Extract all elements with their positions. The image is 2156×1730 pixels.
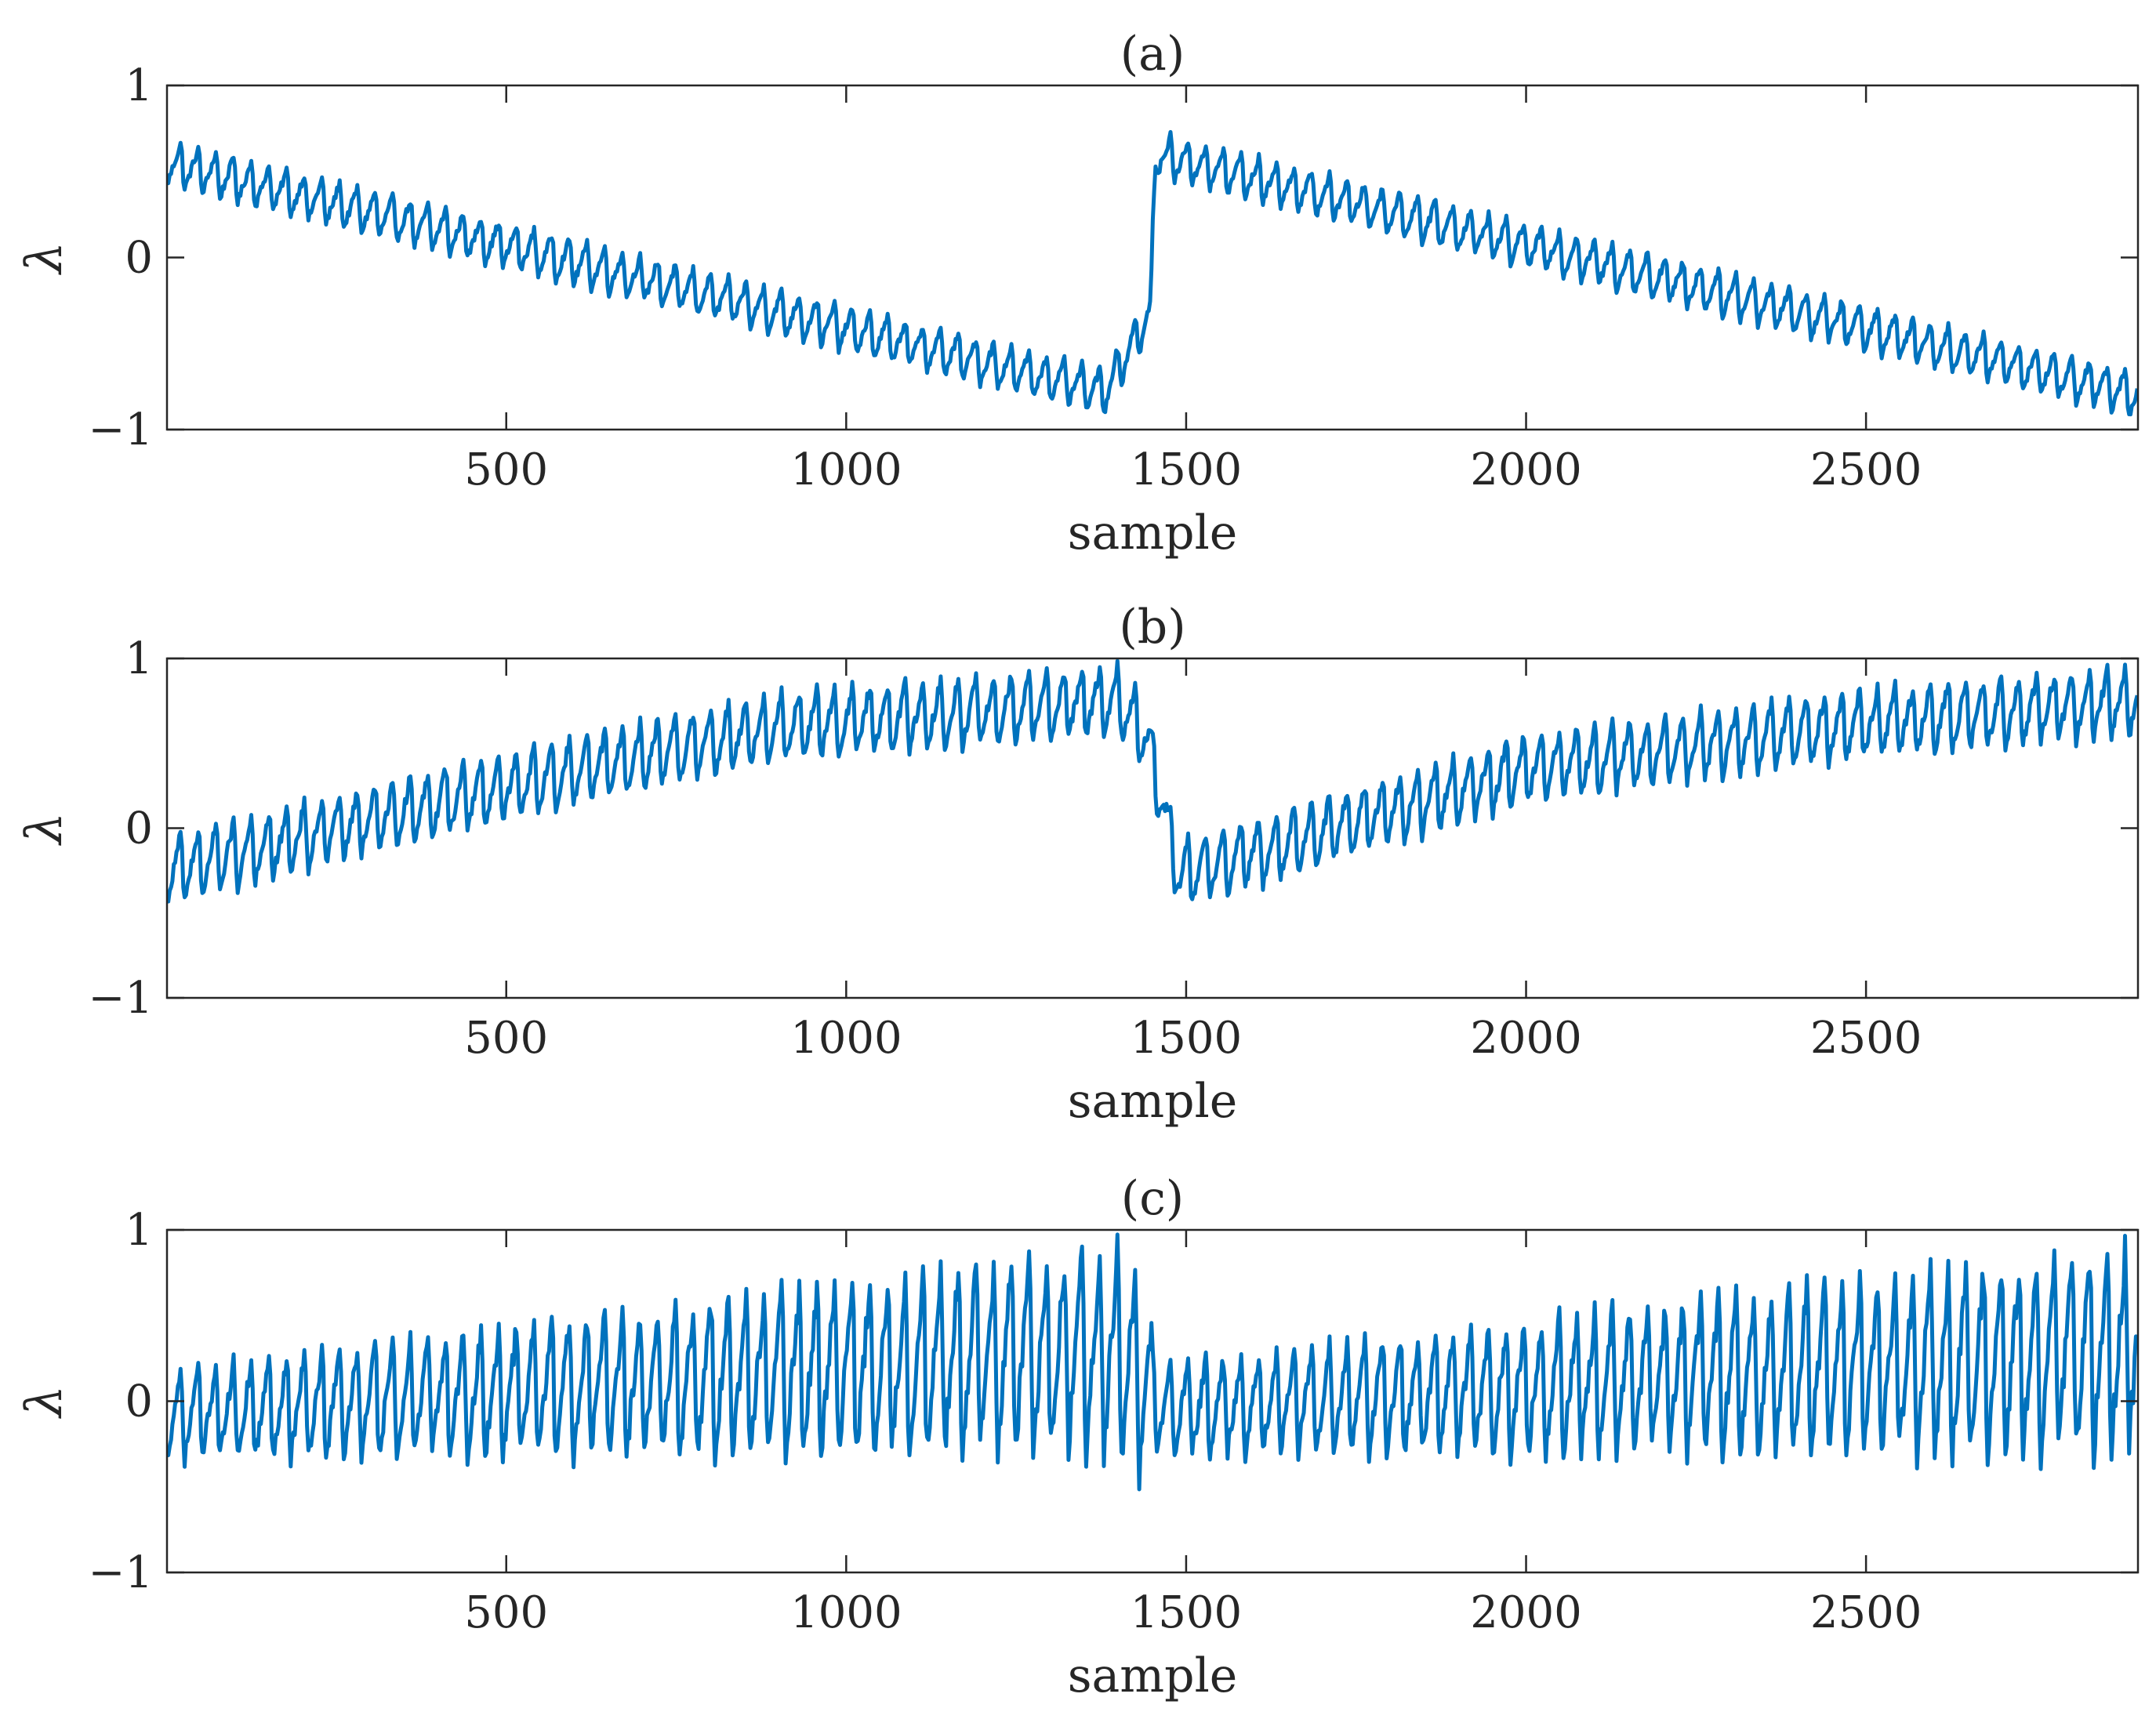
panel-title: (c) [1121,1171,1184,1226]
x-tick-label: 2500 [1810,444,1922,495]
x-tick-label: 1500 [1131,1587,1243,1638]
y-tick-label: 1 [125,633,153,684]
x-tick-label: 2000 [1470,444,1582,495]
panel-c: 500 1000 1500 2000 2500 −1 0 1 (c) sample λ [16,1171,2140,1703]
data-line [167,129,2138,417]
data-line [167,1232,2138,1492]
x-tick-label: 1000 [790,1013,902,1064]
x-tick-label: 1500 [1131,1013,1243,1064]
y-tick-label: 1 [125,1205,153,1256]
panel-title: (b) [1119,600,1185,655]
panel-title: (a) [1120,27,1185,82]
x-tick-label: 2500 [1810,1013,1922,1064]
y-tick-label: 0 [125,233,153,284]
x-axis-label: sample [1068,1648,1238,1703]
x-tick-label: 500 [464,444,548,495]
y-tick-label: −1 [88,973,153,1024]
x-axis-label: sample [1068,1074,1238,1129]
x-axis-label: sample [1068,506,1238,560]
y-tick-label: −1 [88,404,153,455]
data-line [167,658,2138,904]
x-tick-label: 500 [464,1587,548,1638]
y-axis-label: λ [16,812,74,847]
x-tick-label: 2500 [1810,1587,1922,1638]
x-tick-label: 1000 [790,444,902,495]
x-tick-label: 2000 [1470,1587,1582,1638]
panel-b: 500 1000 1500 2000 2500 −1 0 1 (b) sample λ [16,600,2140,1129]
y-axis-label: λ [16,1385,74,1420]
y-tick-label: 1 [125,60,153,111]
panel-a: 500 1000 1500 2000 2500 −1 0 1 (a) sample λ [16,27,2140,560]
x-tick-label: 1500 [1131,444,1243,495]
y-tick-label: −1 [88,1547,153,1598]
x-tick-label: 500 [464,1013,548,1064]
y-tick-label: 0 [125,803,153,854]
y-tick-label: 0 [125,1376,153,1427]
x-tick-label: 2000 [1470,1013,1582,1064]
x-tick-label: 1000 [790,1587,902,1638]
y-axis-label: λ [16,241,74,276]
